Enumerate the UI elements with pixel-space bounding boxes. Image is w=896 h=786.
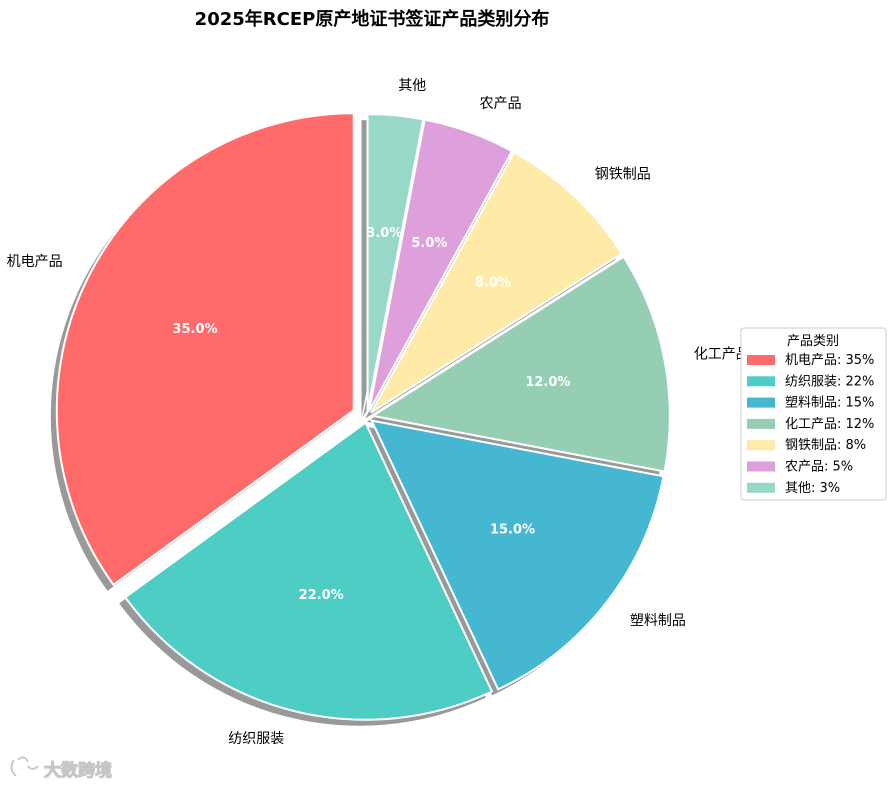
category-label-2: 纺织服装 xyxy=(228,731,284,747)
legend-title: 产品类别 xyxy=(787,334,839,349)
watermark-logo-icon xyxy=(10,756,39,777)
legend-swatch-3 xyxy=(747,397,775,408)
category-label-7: 其他 xyxy=(398,78,426,94)
legend-label-4: 化工产品: 12% xyxy=(785,417,874,432)
percent-label-6: 5.0% xyxy=(411,236,447,251)
legend-swatch-5 xyxy=(747,440,775,451)
chart-title: 2025年RCEP原产地证书签证产品类别分布 xyxy=(195,8,550,30)
legend-label-2: 纺织服装: 22% xyxy=(785,374,874,389)
legend-swatch-1 xyxy=(747,355,775,365)
watermark-text: 大数跨境 xyxy=(44,760,112,781)
pie-slice-5 xyxy=(370,151,624,414)
percent-label-3: 15.0% xyxy=(490,522,535,537)
legend-label-5: 钢铁制品: 8% xyxy=(785,438,866,453)
legend-label-6: 农产品: 5% xyxy=(785,460,853,475)
pie-slice-6 xyxy=(368,118,514,412)
category-label-4: 化工产品 xyxy=(694,347,750,363)
legend-swatch-2 xyxy=(747,376,775,387)
category-label-3: 塑料制品 xyxy=(630,613,686,629)
category-label-5: 钢铁制品 xyxy=(595,167,651,183)
legend-items: 机电产品: 35% 纺织服装: 22% 塑料制品: 15% 化工产品: 12% 钢铁制品… xyxy=(747,353,874,496)
category-label-6: 农产品 xyxy=(480,96,522,112)
legend-frame xyxy=(740,327,887,501)
pie-slices xyxy=(55,112,671,721)
legend-swatch-7 xyxy=(747,482,775,493)
legend: 产品类别 机电产品: 35% 纺织服装: 22% 塑料制品: 15% 化工产品: 12… xyxy=(740,327,887,501)
legend-label-1: 机电产品: 35% xyxy=(785,353,874,368)
pie-slice-1 xyxy=(55,112,355,587)
pie-slice-4 xyxy=(370,255,671,473)
percent-label-5: 8.0% xyxy=(475,275,511,290)
percent-label-4: 12.0% xyxy=(525,375,570,390)
pie-slice-2 xyxy=(123,421,494,721)
percent-label-7: 3.0% xyxy=(366,226,402,241)
pie-slice-7 xyxy=(366,113,425,412)
watermark: 大数跨境 xyxy=(10,756,113,782)
percent-label-2: 22.0% xyxy=(299,588,344,603)
legend-swatch-4 xyxy=(747,418,775,429)
category-label-1: 机电产品 xyxy=(7,254,63,270)
legend-label-7: 其他: 3% xyxy=(785,481,840,496)
percent-label-1: 35.0% xyxy=(172,322,217,337)
legend-swatch-6 xyxy=(747,461,775,472)
percent-labels: 35.0% 22.0% 15.0% 12.0% 8.0% 5.0% 3.0% xyxy=(172,226,570,603)
pie-slice-3 xyxy=(369,419,665,691)
legend-label-3: 塑料制品: 15% xyxy=(785,396,874,411)
